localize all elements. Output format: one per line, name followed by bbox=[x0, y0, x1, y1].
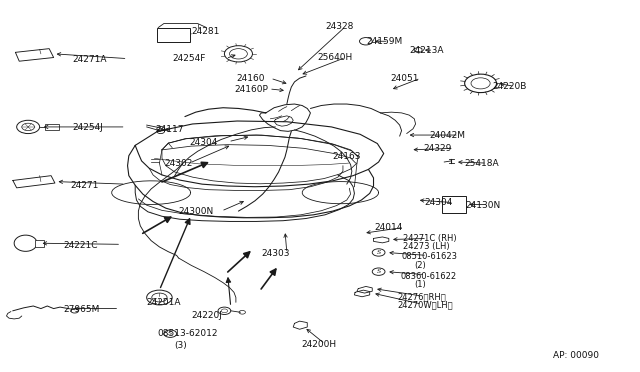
Text: (2): (2) bbox=[414, 261, 426, 270]
Text: 24159M: 24159M bbox=[366, 37, 402, 46]
Text: 24303: 24303 bbox=[261, 249, 290, 258]
Text: 24051: 24051 bbox=[390, 74, 419, 83]
Text: 24281: 24281 bbox=[191, 27, 220, 36]
Text: 24213A: 24213A bbox=[409, 46, 444, 55]
Text: 24304: 24304 bbox=[424, 198, 453, 207]
Text: 24163: 24163 bbox=[333, 152, 361, 161]
Text: 24220B: 24220B bbox=[492, 82, 527, 91]
Text: 08513-62012: 08513-62012 bbox=[157, 329, 218, 338]
Text: 24220J: 24220J bbox=[191, 311, 222, 320]
Text: 08360-61622: 08360-61622 bbox=[400, 272, 456, 281]
Text: 24271A: 24271A bbox=[73, 55, 108, 64]
Text: 24271: 24271 bbox=[70, 181, 99, 190]
Text: 24200H: 24200H bbox=[301, 340, 336, 349]
Text: S: S bbox=[168, 331, 172, 336]
Bar bbox=[35, 240, 44, 247]
Text: 24304: 24304 bbox=[189, 138, 218, 147]
Text: 24160: 24160 bbox=[236, 74, 264, 83]
Text: 24300N: 24300N bbox=[179, 206, 214, 216]
Text: 24221C: 24221C bbox=[64, 241, 99, 250]
Text: 24329: 24329 bbox=[423, 144, 452, 153]
Text: 24271C (RH): 24271C (RH) bbox=[403, 234, 456, 243]
Bar bbox=[157, 28, 190, 42]
Text: 08510-61623: 08510-61623 bbox=[401, 252, 458, 262]
Text: 24254F: 24254F bbox=[172, 54, 205, 63]
Text: (3): (3) bbox=[175, 341, 188, 350]
Text: 24130N: 24130N bbox=[465, 201, 500, 210]
Text: 24042M: 24042M bbox=[429, 131, 466, 140]
Text: (1): (1) bbox=[414, 280, 426, 289]
Text: 24254J: 24254J bbox=[73, 123, 104, 132]
Text: 24302: 24302 bbox=[164, 158, 192, 168]
Text: 24160P: 24160P bbox=[234, 85, 268, 94]
Bar bbox=[45, 124, 60, 129]
Text: 25418A: 25418A bbox=[464, 158, 499, 168]
Text: 24270W（LH）: 24270W（LH） bbox=[397, 300, 453, 310]
Text: 24014: 24014 bbox=[374, 223, 403, 232]
Text: 24201A: 24201A bbox=[147, 298, 181, 307]
Text: 24273 (LH): 24273 (LH) bbox=[403, 243, 449, 251]
Text: AP: 00090: AP: 00090 bbox=[552, 350, 598, 360]
Bar bbox=[442, 196, 466, 213]
Text: 24276（RH）: 24276（RH） bbox=[397, 292, 447, 301]
Text: 24117: 24117 bbox=[156, 125, 184, 134]
Text: 25640H: 25640H bbox=[317, 53, 353, 62]
Text: 24328: 24328 bbox=[325, 22, 353, 31]
Text: S: S bbox=[376, 269, 381, 274]
Text: S: S bbox=[376, 250, 381, 255]
Text: 27965M: 27965M bbox=[64, 305, 100, 314]
